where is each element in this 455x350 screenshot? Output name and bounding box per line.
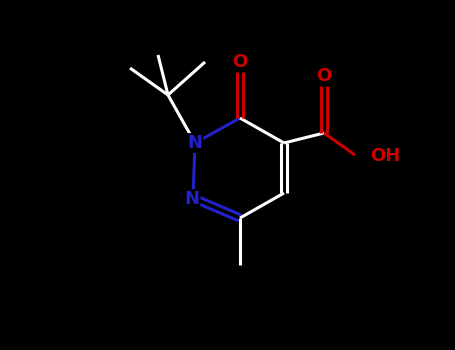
Text: O: O bbox=[316, 67, 332, 85]
Text: O: O bbox=[233, 53, 248, 71]
Text: N: N bbox=[187, 134, 202, 152]
Text: OH: OH bbox=[370, 147, 400, 165]
Text: N: N bbox=[184, 190, 199, 208]
